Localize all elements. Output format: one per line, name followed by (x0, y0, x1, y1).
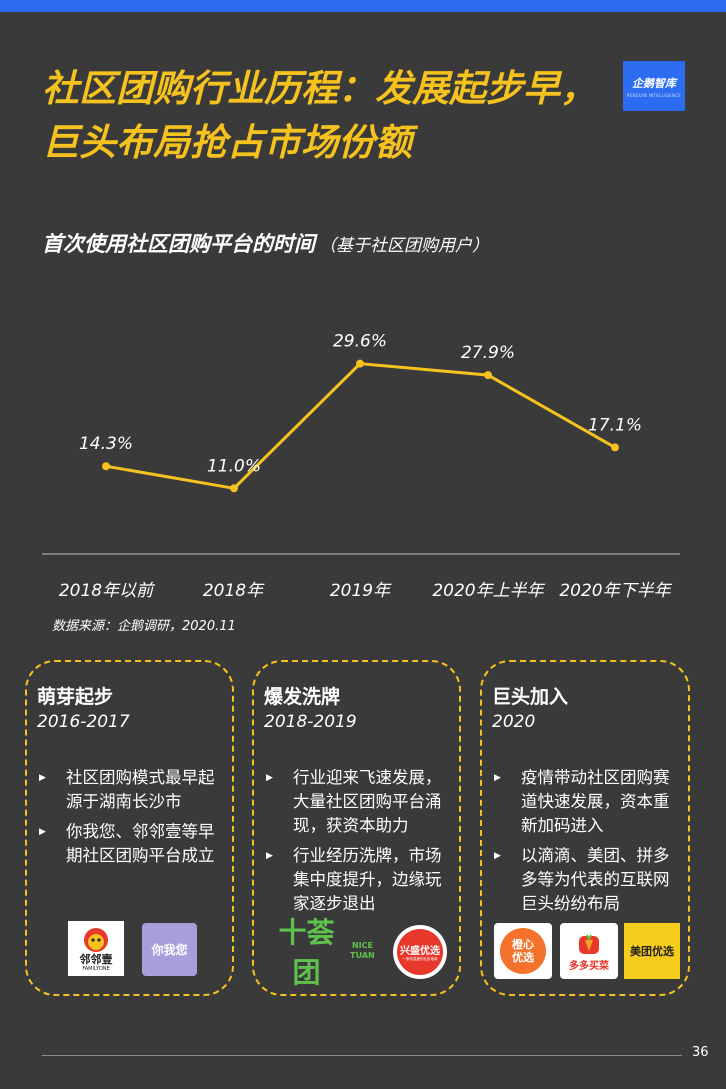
xingsheng-name: 兴盛优选 (400, 946, 440, 957)
logo-xingsheng: 兴盛优选 一家有温度的社区电商 (393, 925, 447, 979)
data-label: 14.3% (79, 434, 133, 454)
data-point (611, 443, 619, 452)
shihuituan-en: NICE TUAN (350, 941, 375, 960)
list-item: ▶ 疫情带动社区团购赛道快速发展，资本重新加码进入 (494, 768, 670, 835)
carrot-icon (579, 934, 599, 954)
stage-title: 萌芽起步 (37, 686, 114, 708)
data-label: 29.6% (333, 332, 387, 352)
xingsheng-sub: 一家有温度的社区电商 (402, 957, 438, 961)
shihuituan-name: 十荟团 (278, 916, 335, 989)
stage-years: 2016-2017 (37, 712, 130, 732)
logo-niwonin: 你我您 (142, 923, 197, 976)
data-label: 11.0% (207, 456, 261, 476)
stage-bullets: ▶ 社区团购模式最早起源于湖南长沙市 ▶ 你我您、邻邻壹等早期社区团购平台成立 (37, 766, 226, 874)
data-point (356, 359, 364, 368)
list-item: ▶ 行业迎来飞速发展，大量社区团购平台涌现，获资本助力 (266, 768, 442, 835)
chart-title-main: 首次使用社区团购平台的时间 (42, 232, 315, 256)
duoduomaicai-name: 多多买菜 (569, 960, 609, 972)
brand-logo-text: 企鹅智库 (632, 76, 676, 90)
series-line (105, 362, 616, 490)
triangle-bullet-icon: ▶ (266, 851, 273, 861)
triangle-bullet-icon: ▶ (266, 773, 273, 783)
chart-title-note: （基于社区团购用户） (319, 236, 489, 256)
stage-card-giants: 巨头加入 2020 ▶ 疫情带动社区团购赛道快速发展，资本重新加码进入 ▶ 以滴滴、… (480, 660, 690, 996)
x-tick-label: 2019年 (330, 581, 392, 601)
data-label: 27.9% (461, 343, 515, 363)
data-point (102, 462, 110, 471)
logo-duoduomaicai: 多多买菜 (560, 923, 618, 979)
data-point (484, 371, 492, 380)
list-item: ▶ 你我您、邻邻壹等早期社区团购平台成立 (39, 822, 215, 865)
footer-divider (42, 1055, 682, 1056)
chart-title: 首次使用社区团购平台的时间 （基于社区团购用户） (42, 228, 489, 258)
list-item: ▶ 社区团购模式最早起源于湖南长沙市 (39, 768, 215, 811)
linlinyi-name: 邻邻壹 (79, 952, 113, 966)
stage-bullets: ▶ 疫情带动社区团购赛道快速发展，资本重新加码进入 ▶ 以滴滴、美团、拼多多等为代表… (492, 766, 682, 922)
stage-card-sprout: 萌芽起步 2016-2017 ▶ 社区团购模式最早起源于湖南长沙市 ▶ 你我您、邻邻… (25, 660, 234, 996)
stage-title: 巨头加入 (492, 686, 569, 708)
page-title: 社区团购行业历程：发展起步早，巨头布局抢占市场份额 (42, 67, 597, 164)
chengxin-name: 橙心优选 (512, 938, 534, 964)
logo-meituan: 美团优选 (624, 923, 680, 979)
data-point (230, 484, 238, 493)
x-tick-label: 2018年以前 (59, 581, 155, 601)
list-item: ▶ 以滴滴、美团、拼多多等为代表的互联网巨头纷纷布局 (494, 846, 670, 913)
stage-title: 爆发洗牌 (264, 686, 341, 708)
triangle-bullet-icon: ▶ (39, 827, 46, 837)
x-tick-label: 2020年上半年 (432, 581, 545, 601)
logo-shihuituan: 十荟团 NICE TUAN (268, 916, 378, 989)
niwonin-name: 你我您 (151, 943, 188, 957)
list-item: ▶ 行业经历洗牌，市场集中度提升，边缘玩家逐步退出 (266, 846, 442, 913)
top-accent-bar (0, 0, 726, 12)
linlinyi-en: FAMILYONE (82, 965, 110, 972)
stage-card-boom: 爆发洗牌 2018-2019 ▶ 行业迎来飞速发展，大量社区团购平台涌现，获资本助… (252, 660, 461, 996)
x-tick-label: 2020年下半年 (559, 581, 672, 601)
data-label: 17.1% (588, 415, 642, 435)
x-tick-label: 2018年 (203, 581, 265, 601)
logo-linlinyi: 邻邻壹 FAMILYONE (68, 921, 124, 976)
stage-years: 2018-2019 (264, 712, 357, 732)
brand-logo-subtext: PENGUIN INTELLIGENCE (626, 92, 682, 98)
triangle-bullet-icon: ▶ (494, 773, 501, 783)
meituan-name: 美团优选 (630, 945, 674, 958)
triangle-bullet-icon: ▶ (494, 851, 501, 861)
line-chart: 14.3% 11.0% 29.6% 27.9% 17.1% 2018年以前 2018年 201… (42, 332, 680, 601)
stage-bullets: ▶ 行业迎来飞速发展，大量社区团购平台涌现，获资本助力 ▶ 行业经历洗牌，市场集中度… (264, 766, 453, 922)
brand-logo: 企鹅智库 PENGUIN INTELLIGENCE (623, 61, 685, 111)
page-number: 36 (692, 1045, 709, 1060)
triangle-bullet-icon: ▶ (39, 773, 46, 783)
data-source: 数据来源：企鹅调研，2020.11 (52, 619, 236, 634)
stage-years: 2020 (492, 712, 536, 732)
logo-chengxin: 橙心优选 (494, 923, 552, 979)
linlinyi-mascot-icon (84, 927, 108, 952)
